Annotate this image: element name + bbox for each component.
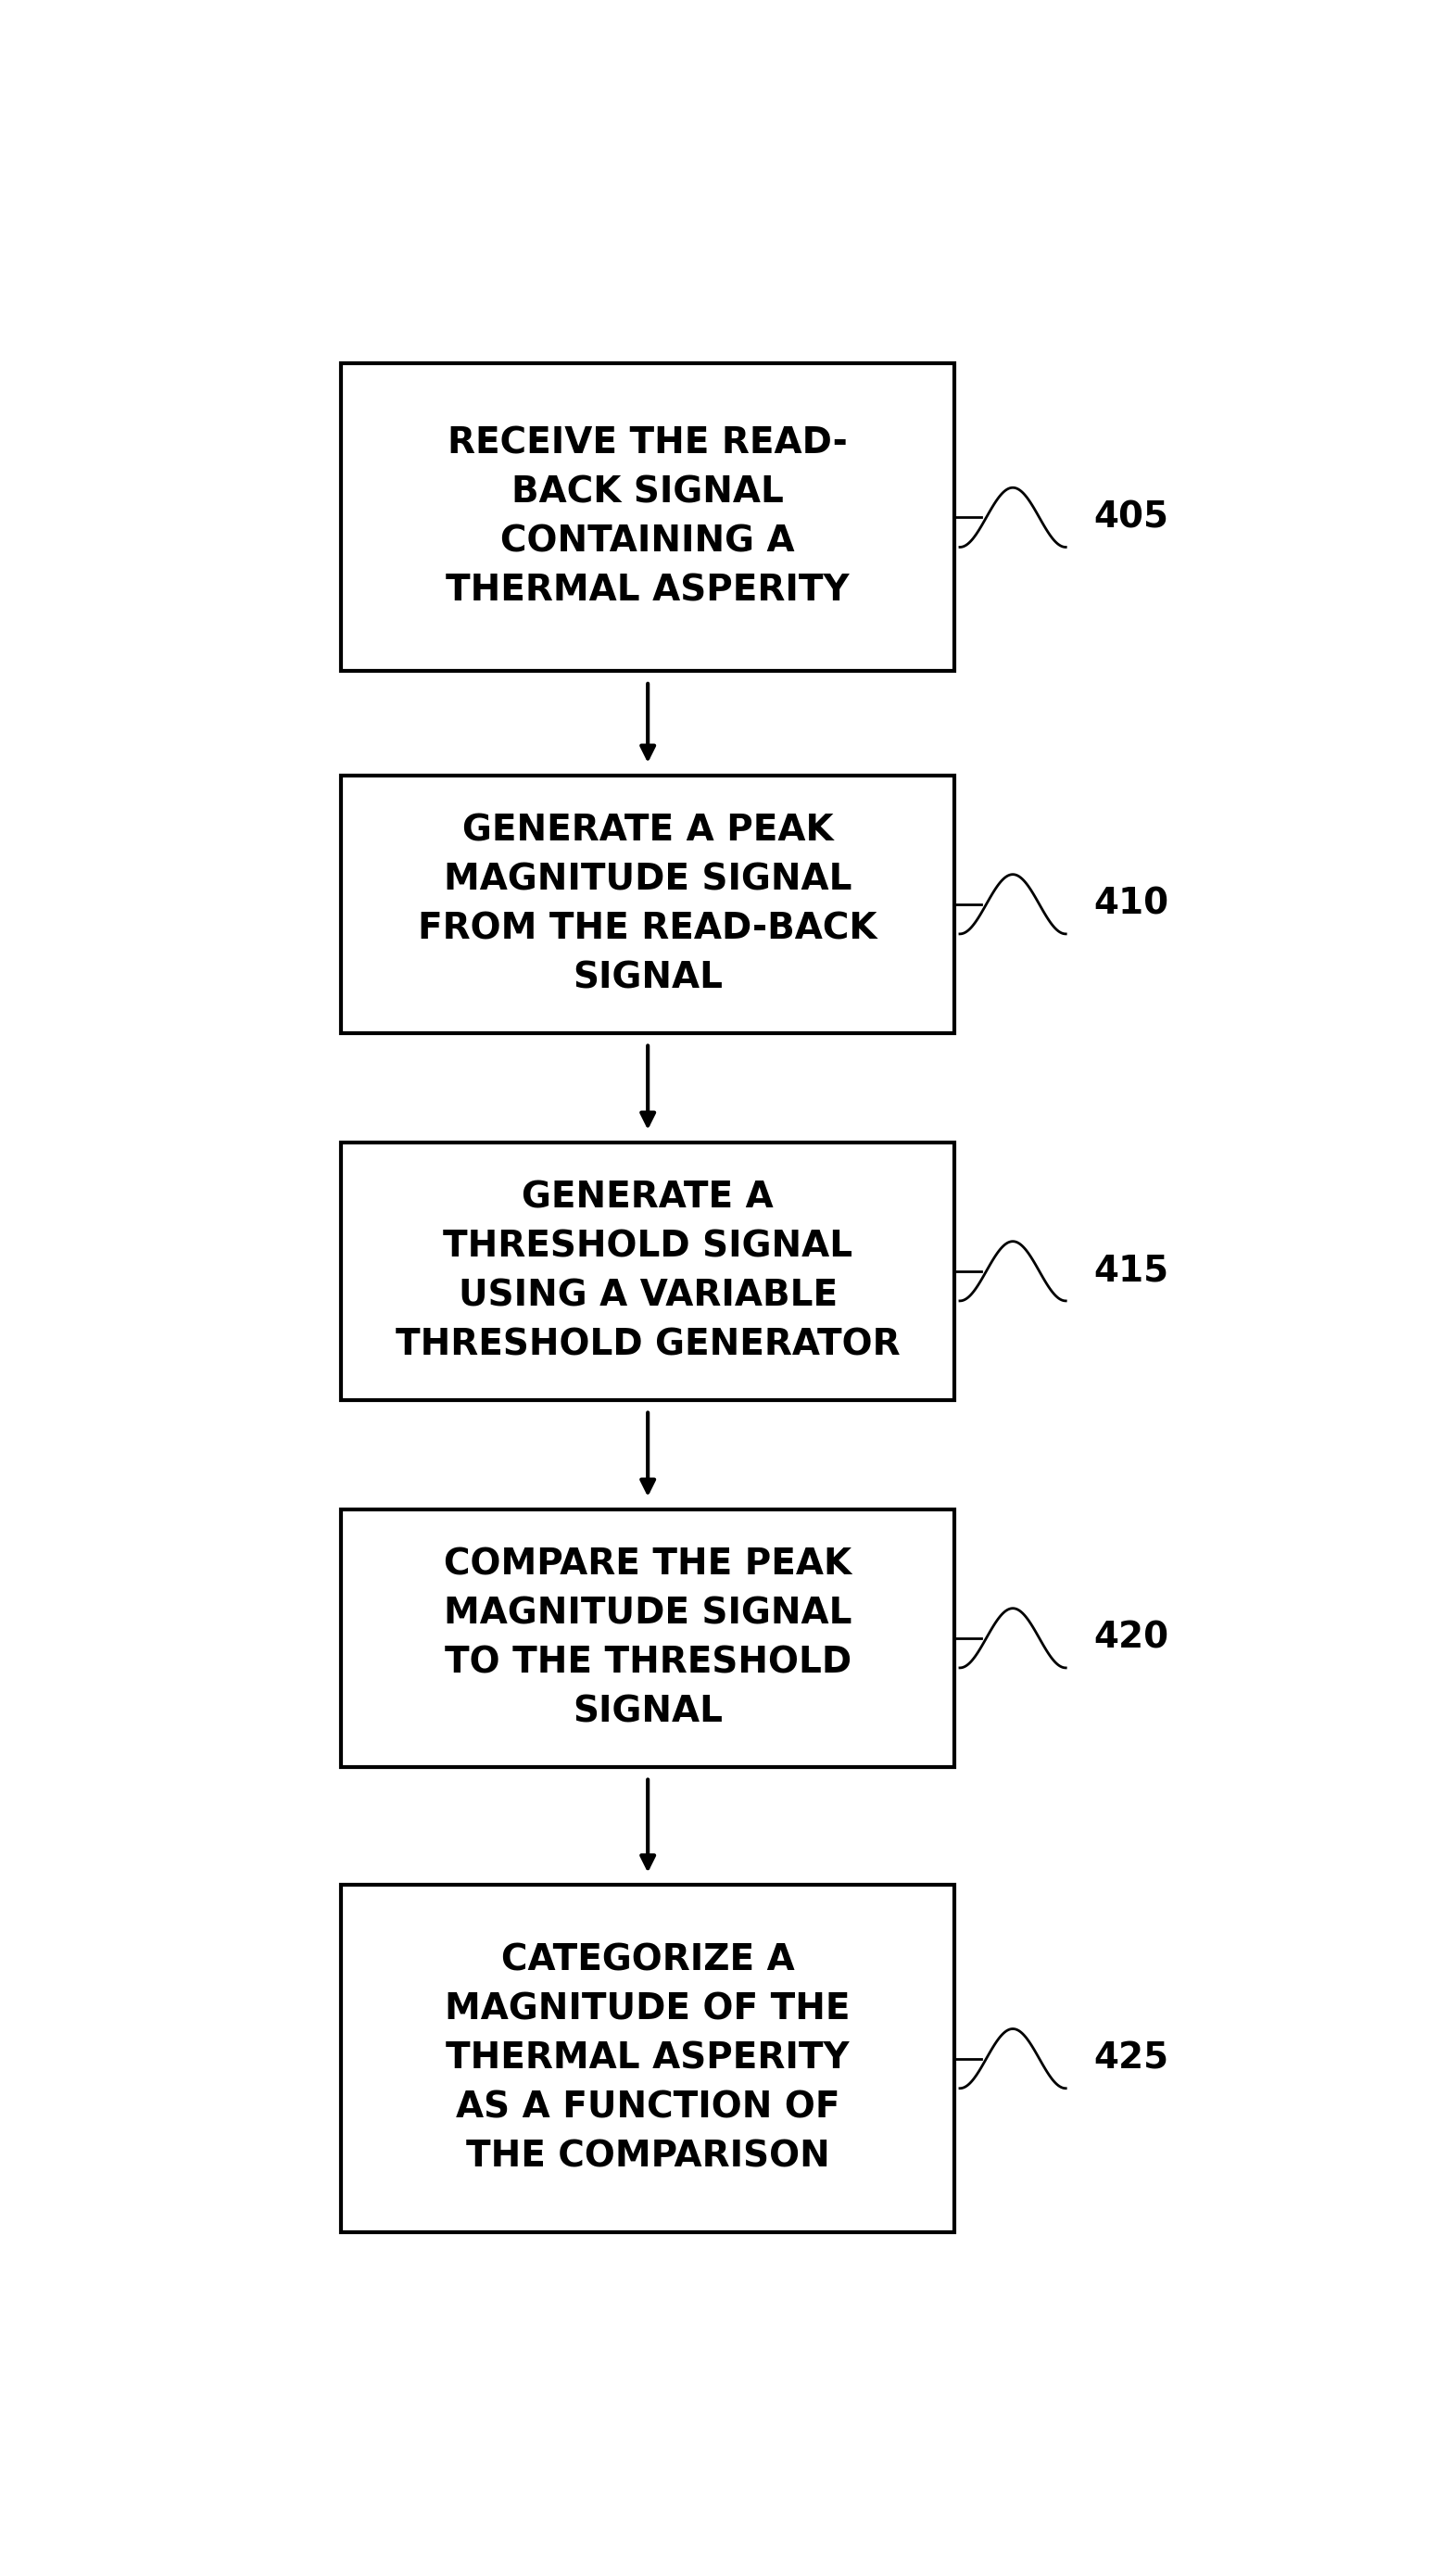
Bar: [341, 1886, 955, 2233]
Text: RECEIVE THE READ-
BACK SIGNAL
CONTAINING A
THERMAL ASPERITY: RECEIVE THE READ- BACK SIGNAL CONTAINING…: [446, 425, 850, 608]
Text: 405: 405: [1093, 500, 1169, 536]
Text: GENERATE A PEAK
MAGNITUDE SIGNAL
FROM THE READ-BACK
SIGNAL: GENERATE A PEAK MAGNITUDE SIGNAL FROM TH…: [418, 814, 877, 994]
Text: 415: 415: [1093, 1255, 1169, 1288]
Text: COMPARE THE PEAK
MAGNITUDE SIGNAL
TO THE THRESHOLD
SIGNAL: COMPARE THE PEAK MAGNITUDE SIGNAL TO THE…: [444, 1546, 851, 1728]
Text: 425: 425: [1093, 2040, 1169, 2076]
Bar: [341, 1510, 955, 1767]
Bar: [341, 775, 955, 1033]
Text: CATEGORIZE A
MAGNITUDE OF THE
THERMAL ASPERITY
AS A FUNCTION OF
THE COMPARISON: CATEGORIZE A MAGNITUDE OF THE THERMAL AS…: [446, 1942, 850, 2174]
Text: 410: 410: [1093, 886, 1169, 922]
Bar: [341, 363, 955, 672]
Text: GENERATE A
THRESHOLD SIGNAL
USING A VARIABLE
THRESHOLD GENERATOR: GENERATE A THRESHOLD SIGNAL USING A VARI…: [395, 1180, 900, 1363]
Bar: [341, 1141, 955, 1399]
Text: 420: 420: [1093, 1620, 1169, 1656]
